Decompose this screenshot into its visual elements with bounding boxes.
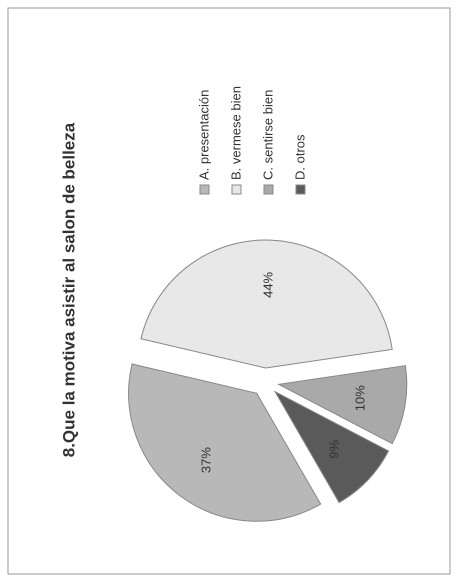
pie-slice — [277, 365, 408, 445]
legend-label: D. otros — [292, 134, 307, 180]
legend-label: A. presentación — [196, 90, 211, 180]
value-label: 10% — [352, 385, 367, 411]
pie-slice — [128, 363, 322, 522]
pie-slice — [273, 390, 390, 504]
value-label: 37% — [198, 447, 213, 473]
legend-swatch — [263, 184, 274, 195]
legend-label: B. vermese bien — [228, 86, 243, 180]
legend-swatch — [295, 184, 306, 195]
chart-title: 8.Que la motiva asistir al salon de bell… — [59, 122, 78, 457]
value-label: 9% — [327, 439, 342, 458]
value-label: 44% — [261, 271, 276, 297]
pie-slice — [140, 239, 393, 369]
legend-swatch — [199, 184, 210, 195]
rotated-chart: 8.Que la motiva asistir al salon de bell… — [59, 86, 408, 522]
legend-swatch — [231, 184, 242, 195]
legend-label: C. sentirse bien — [260, 90, 275, 180]
